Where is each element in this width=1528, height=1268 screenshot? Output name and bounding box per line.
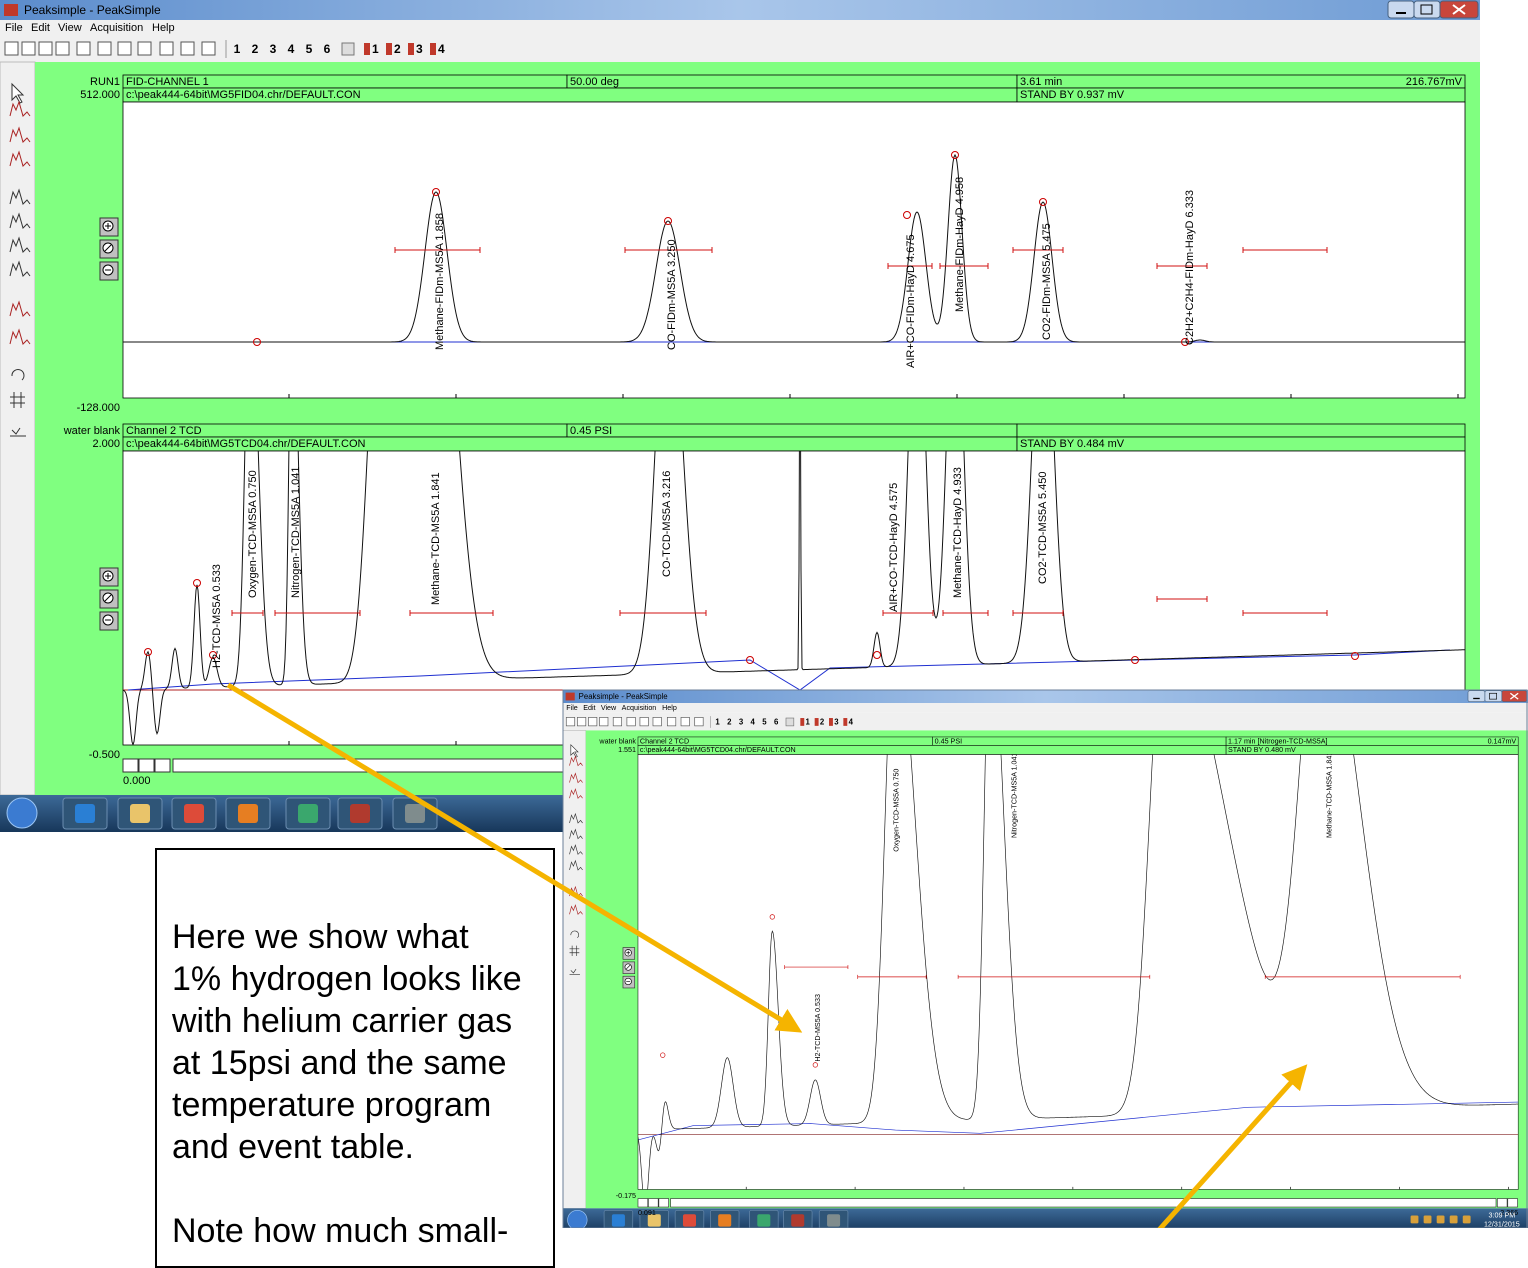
channel-icon[interactable] [843, 718, 847, 726]
scroll-track[interactable] [671, 1199, 1496, 1207]
maximize-button[interactable] [1485, 691, 1502, 702]
header-cell [933, 737, 1226, 745]
tray-icon [1463, 1216, 1471, 1224]
clock-date: 12/31/2015 [1484, 1221, 1520, 1228]
taskbar-app-icon [683, 1214, 696, 1226]
inset-screenshot: Peaksimple - PeakSimpleFile Edit View Acqui… [0, 0, 1528, 1228]
toolbar-number[interactable]: 6 [774, 718, 779, 727]
window-title: Peaksimple - PeakSimple [579, 692, 668, 701]
tray-icon [1437, 1216, 1445, 1224]
taskbar-app-icon [757, 1214, 770, 1226]
y-min-label: -0.175 [616, 1192, 636, 1200]
detector-status: STAND BY 0.480 mV [1228, 746, 1296, 754]
zoom-tool-button[interactable] [786, 718, 794, 726]
menu-bar [563, 703, 1528, 712]
clock-time: 3:09 PM [1489, 1211, 1516, 1219]
scroll-button[interactable] [1508, 1199, 1518, 1207]
toolbar-button[interactable] [627, 717, 635, 725]
toolbar-button[interactable] [640, 717, 648, 725]
toolbar-button[interactable] [600, 717, 608, 725]
toolbar-channel[interactable]: 3 [834, 718, 839, 727]
toolbar-number[interactable]: 2 [727, 718, 732, 727]
run-label: water blank [598, 737, 636, 745]
minimize-button[interactable] [1468, 691, 1485, 702]
menu-item[interactable]: Help [662, 704, 677, 712]
toolbar-button[interactable] [566, 717, 574, 725]
menu-item[interactable]: Acquisition [622, 704, 657, 712]
taskbar-app-icon [827, 1214, 840, 1226]
toolbar-channel[interactable]: 4 [849, 718, 854, 727]
page: Peaksimple - PeakSimpleFile Edit View Acqui… [0, 0, 1528, 1228]
scroll-button[interactable] [1497, 1199, 1507, 1207]
peak-label: Nitrogen-TCD-MS5A 1.041 [1011, 752, 1019, 838]
channel-icon[interactable] [800, 718, 804, 726]
channel-icon[interactable] [829, 718, 833, 726]
menu-item[interactable]: View [601, 704, 617, 712]
start-button[interactable] [568, 1210, 588, 1228]
menu-item[interactable]: Edit [583, 704, 595, 712]
menu-item[interactable]: File [566, 704, 578, 712]
toolbar-button[interactable] [577, 717, 585, 725]
tool-column [563, 730, 586, 1208]
peak-label: H2-TCD-MS5A 0.533 [814, 994, 822, 1062]
toolbar-button[interactable] [681, 717, 689, 725]
toolbar-number[interactable]: 4 [751, 718, 756, 727]
taskbar [563, 1208, 1528, 1228]
taskbar-app-icon [612, 1214, 625, 1226]
peak-label: Methane-TCD-MS5A 1.841 [1326, 752, 1334, 838]
channel-name: Channel 2 TCD [640, 737, 689, 745]
scroll-button[interactable] [648, 1199, 658, 1207]
x-start-label: 0.091 [638, 1209, 656, 1217]
tray-icon [1411, 1216, 1419, 1224]
toolbar-button[interactable] [588, 717, 596, 725]
toolbar-button[interactable] [667, 717, 675, 725]
toolbar-button[interactable] [695, 717, 703, 725]
taskbar-app-icon [791, 1214, 804, 1226]
toolbar-number[interactable]: 3 [739, 718, 744, 727]
taskbar-app-icon [718, 1214, 731, 1226]
title-bar [563, 690, 1528, 703]
toolbar-button[interactable] [613, 717, 621, 725]
toolbar [563, 712, 1528, 730]
scroll-button[interactable] [638, 1199, 648, 1207]
tray-icon [1450, 1216, 1458, 1224]
toolbar-number[interactable]: 5 [762, 718, 767, 727]
cursor-signal: 0.147mV [1488, 737, 1517, 745]
y-max-label: 1.551 [618, 746, 636, 754]
toolbar-button[interactable] [653, 717, 661, 725]
toolbar-channel[interactable]: 2 [820, 718, 825, 727]
toolbar-number[interactable]: 1 [715, 718, 720, 727]
app-icon [566, 693, 575, 701]
file-path: c:\peak444-64bit\MG5TCD04.chr/DEFAULT.CO… [640, 746, 796, 754]
channel-setting: 0.45 PSI [935, 737, 962, 745]
tray-icon [1424, 1216, 1432, 1224]
channel-icon[interactable] [815, 718, 819, 726]
inset-window: Peaksimple - PeakSimpleFile Edit View Acqui… [563, 590, 1528, 1228]
scroll-button[interactable] [659, 1199, 669, 1207]
cursor-time: 1.17 min [Nitrogen-TCD-MS5A] [1228, 737, 1327, 745]
peak-label: Oxygen-TCD-MS5A 0.750 [893, 769, 901, 852]
toolbar-channel[interactable]: 1 [806, 718, 811, 727]
